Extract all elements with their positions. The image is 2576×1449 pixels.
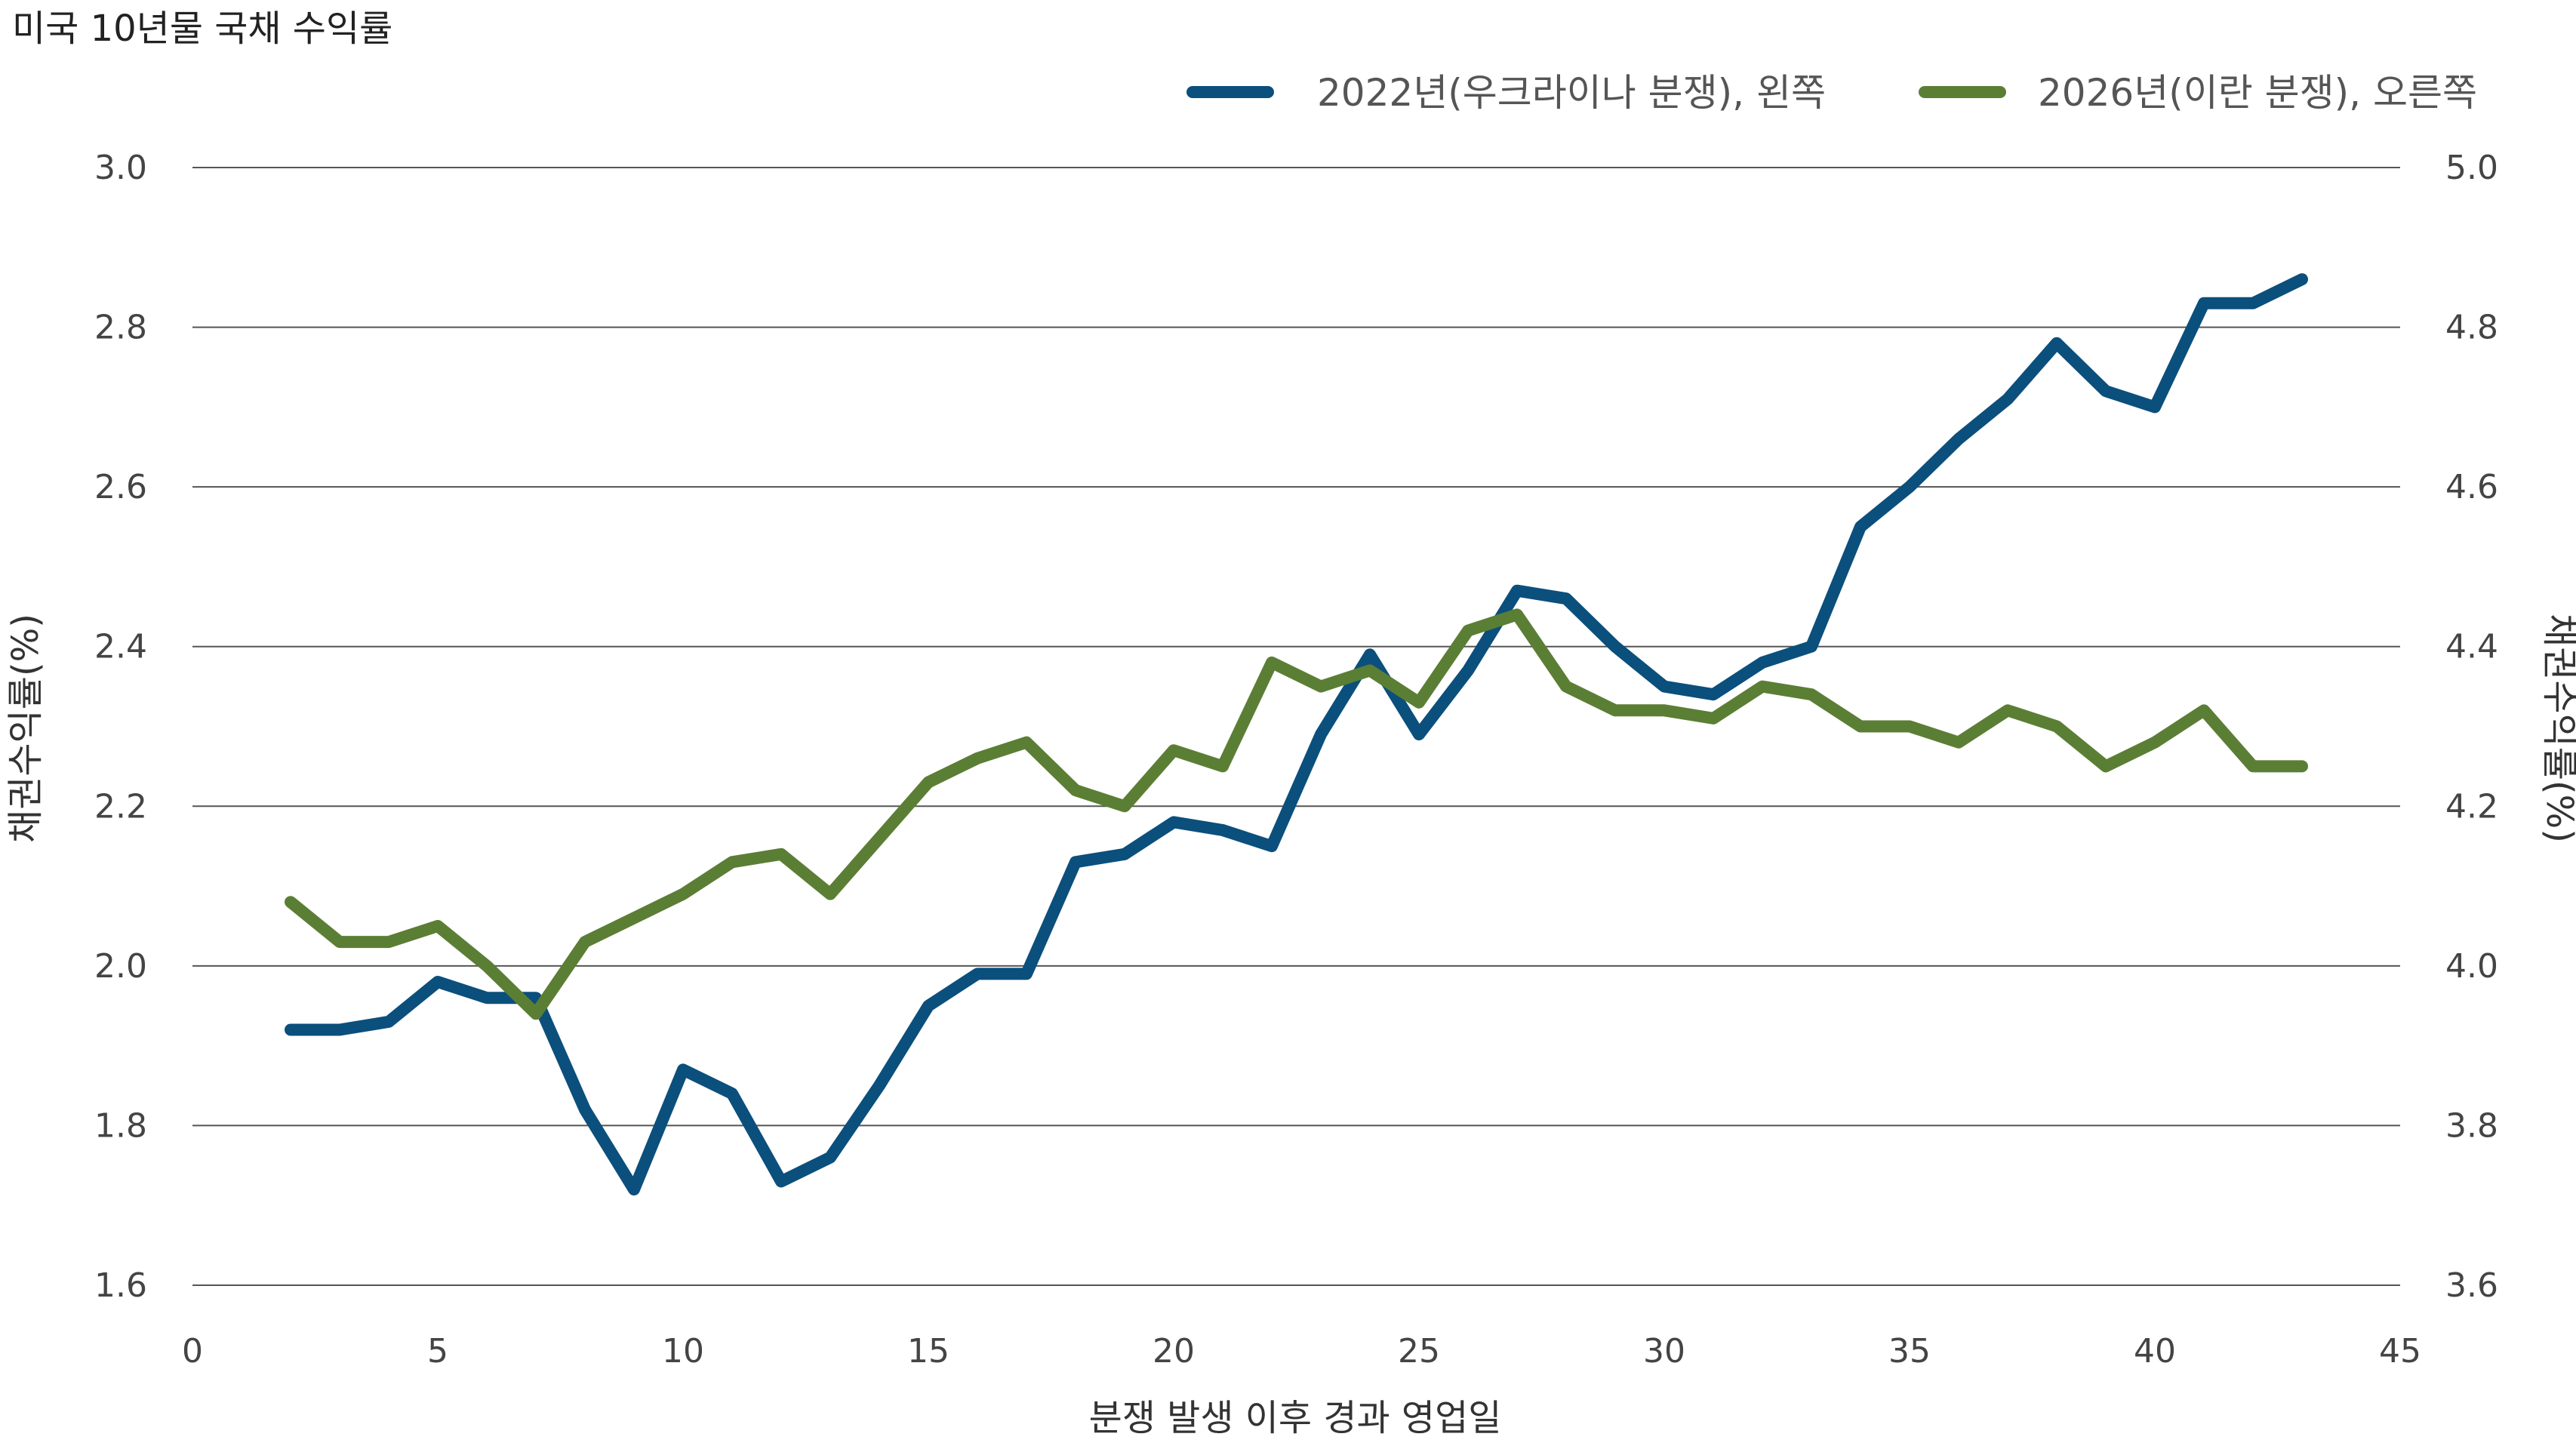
- right-y-tick-label: 5.0: [2445, 149, 2498, 187]
- right-y-tick-label: 4.8: [2445, 309, 2498, 347]
- x-tick-label: 25: [1398, 1332, 1440, 1371]
- gridlines: [192, 167, 2400, 1286]
- left-y-tick-label: 2.2: [94, 787, 147, 826]
- right-y-axis-ticks: 3.6 3.8 4.0 4.2 4.4 4.6 4.8 5.0: [2445, 149, 2498, 1305]
- right-y-tick-label: 4.0: [2445, 947, 2498, 986]
- left-y-tick-label: 3.0: [94, 149, 147, 187]
- right-y-tick-label: 4.4: [2445, 628, 2498, 666]
- right-y-axis-label: 채권수익률(%): [2538, 614, 2576, 843]
- left-y-tick-label: 2.0: [94, 947, 147, 986]
- series-line-2026: [285, 608, 2308, 1020]
- x-tick-label: 30: [1643, 1332, 1685, 1371]
- right-y-tick-label: 4.6: [2445, 468, 2498, 506]
- x-axis-label: 분쟁 발생 이후 경과 영업일: [1089, 1397, 1502, 1439]
- left-y-axis-ticks: 1.6 1.8 2.0 2.2 2.4 2.6 2.8 3.0: [94, 149, 147, 1305]
- x-tick-label: 15: [907, 1332, 949, 1371]
- legend-label-2022: 2022년(우크라이나 분쟁), 왼쪽: [1317, 71, 1826, 115]
- legend-label-2026: 2026년(이란 분쟁), 오른쪽: [2038, 71, 2477, 115]
- x-tick-label: 35: [1888, 1332, 1931, 1371]
- left-y-tick-label: 2.6: [94, 468, 147, 506]
- x-axis-ticks: 0 5 10 15 20 25 30 35 40 45: [182, 1332, 2421, 1371]
- right-y-tick-label: 4.2: [2445, 787, 2498, 826]
- x-tick-label: 20: [1153, 1332, 1195, 1371]
- chart-title: 미국 10년물 국채 수익률: [12, 8, 392, 50]
- x-tick-label: 45: [2379, 1332, 2421, 1371]
- left-y-tick-label: 2.4: [94, 628, 147, 666]
- right-y-tick-label: 3.6: [2445, 1266, 2498, 1305]
- left-y-tick-label: 1.8: [94, 1106, 147, 1145]
- left-y-axis-label: 채권수익률(%): [5, 614, 47, 843]
- right-y-tick-label: 3.8: [2445, 1106, 2498, 1145]
- legend: 2022년(우크라이나 분쟁), 왼쪽 2026년(이란 분쟁), 오른쪽: [1186, 71, 2477, 115]
- series-layer: [285, 273, 2308, 1196]
- series-line-2022: [285, 273, 2308, 1196]
- left-y-tick-label: 2.8: [94, 309, 147, 347]
- x-tick-label: 40: [2134, 1332, 2176, 1371]
- left-y-tick-label: 1.6: [94, 1266, 147, 1305]
- x-tick-label: 5: [427, 1332, 448, 1371]
- x-tick-label: 10: [662, 1332, 704, 1371]
- x-tick-label: 0: [182, 1332, 203, 1371]
